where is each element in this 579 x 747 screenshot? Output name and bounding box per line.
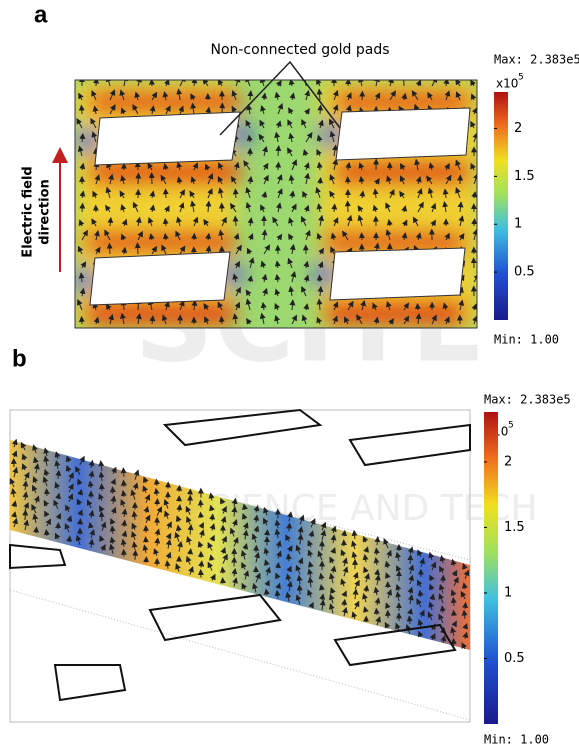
- colorbar-a: Max: 2.383e5 x105 2 1.5 1 0.5 Min: 1.00: [494, 53, 579, 347]
- colorbar-tick-label: 1: [514, 217, 522, 232]
- field-vector: [109, 244, 110, 254]
- colorbar-exponent: 5: [508, 421, 514, 431]
- colorbar-tick-label: 2: [504, 454, 512, 469]
- field-vector: [410, 555, 411, 564]
- field-vector: [289, 524, 290, 532]
- field-vector: [235, 189, 236, 198]
- colorbar-max: Max: 2.383e5: [484, 393, 571, 407]
- side-label: direction: [38, 179, 53, 245]
- figure: SCITE SCIENCE AND TECH a Non-connected g…: [0, 0, 579, 747]
- field-vector: [320, 178, 321, 184]
- field-vector: [320, 105, 321, 114]
- colorbar: [494, 92, 508, 320]
- field-vector: [474, 219, 475, 226]
- panel-label: b: [12, 345, 27, 372]
- field-map-b: [10, 410, 470, 722]
- field-vector: [36, 527, 37, 533]
- colorbar-exponent: 5: [518, 73, 524, 83]
- field-vector: [200, 500, 201, 507]
- colorbar-min: Min: 1.00: [494, 333, 559, 347]
- colorbar: [484, 412, 498, 724]
- field-vector: [101, 512, 102, 521]
- field-vector: [135, 551, 136, 560]
- field-vector: [453, 639, 454, 646]
- colorbar-tick-label: 0.5: [514, 265, 535, 280]
- field-vector: [101, 484, 102, 491]
- field-vector: [82, 204, 83, 212]
- colorbar-scale: x10: [496, 77, 518, 91]
- page: {"panel_a": {"label": "a", "annotation":…: [0, 0, 579, 747]
- colorbar-b: Max: 2.383e5x10521.510.5Min: 1.00: [484, 393, 571, 747]
- colorbar-tick-label: 1: [504, 585, 512, 600]
- field-vector: [81, 105, 82, 114]
- field-vector: [417, 304, 418, 310]
- field-vector: [112, 487, 113, 494]
- colorbar-min: Min: 1.00: [484, 733, 549, 747]
- field-vector: [200, 513, 201, 518]
- field-vector: [123, 481, 124, 487]
- colorbar-tick-label: 1.5: [514, 169, 535, 184]
- field-vector: [138, 173, 139, 184]
- field-vector: [403, 75, 404, 86]
- field-vector: [278, 163, 279, 170]
- colorbar-tick-label: 2: [514, 121, 522, 136]
- field-vector: [299, 585, 300, 594]
- field-vector: [222, 568, 223, 574]
- field-vector: [278, 146, 279, 156]
- colorbar-max: Max: 2.383e5: [494, 53, 579, 67]
- panel-label: a: [34, 1, 48, 28]
- field-vector: [137, 243, 138, 254]
- field-vector: [179, 486, 180, 492]
- colorbar-tick-label: 0.5: [504, 651, 525, 666]
- field-vector: [221, 317, 222, 324]
- field-map-a: [73, 75, 480, 330]
- field-vector: [267, 530, 268, 535]
- colorbar-tick-label: 1.5: [504, 520, 525, 535]
- side-label: Electric field: [21, 166, 36, 257]
- field-vector: [288, 554, 289, 561]
- field-vector: [465, 603, 466, 609]
- annotation: Non-connected gold pads: [210, 42, 389, 58]
- field-vector: [25, 510, 26, 520]
- field-vector: [319, 275, 320, 282]
